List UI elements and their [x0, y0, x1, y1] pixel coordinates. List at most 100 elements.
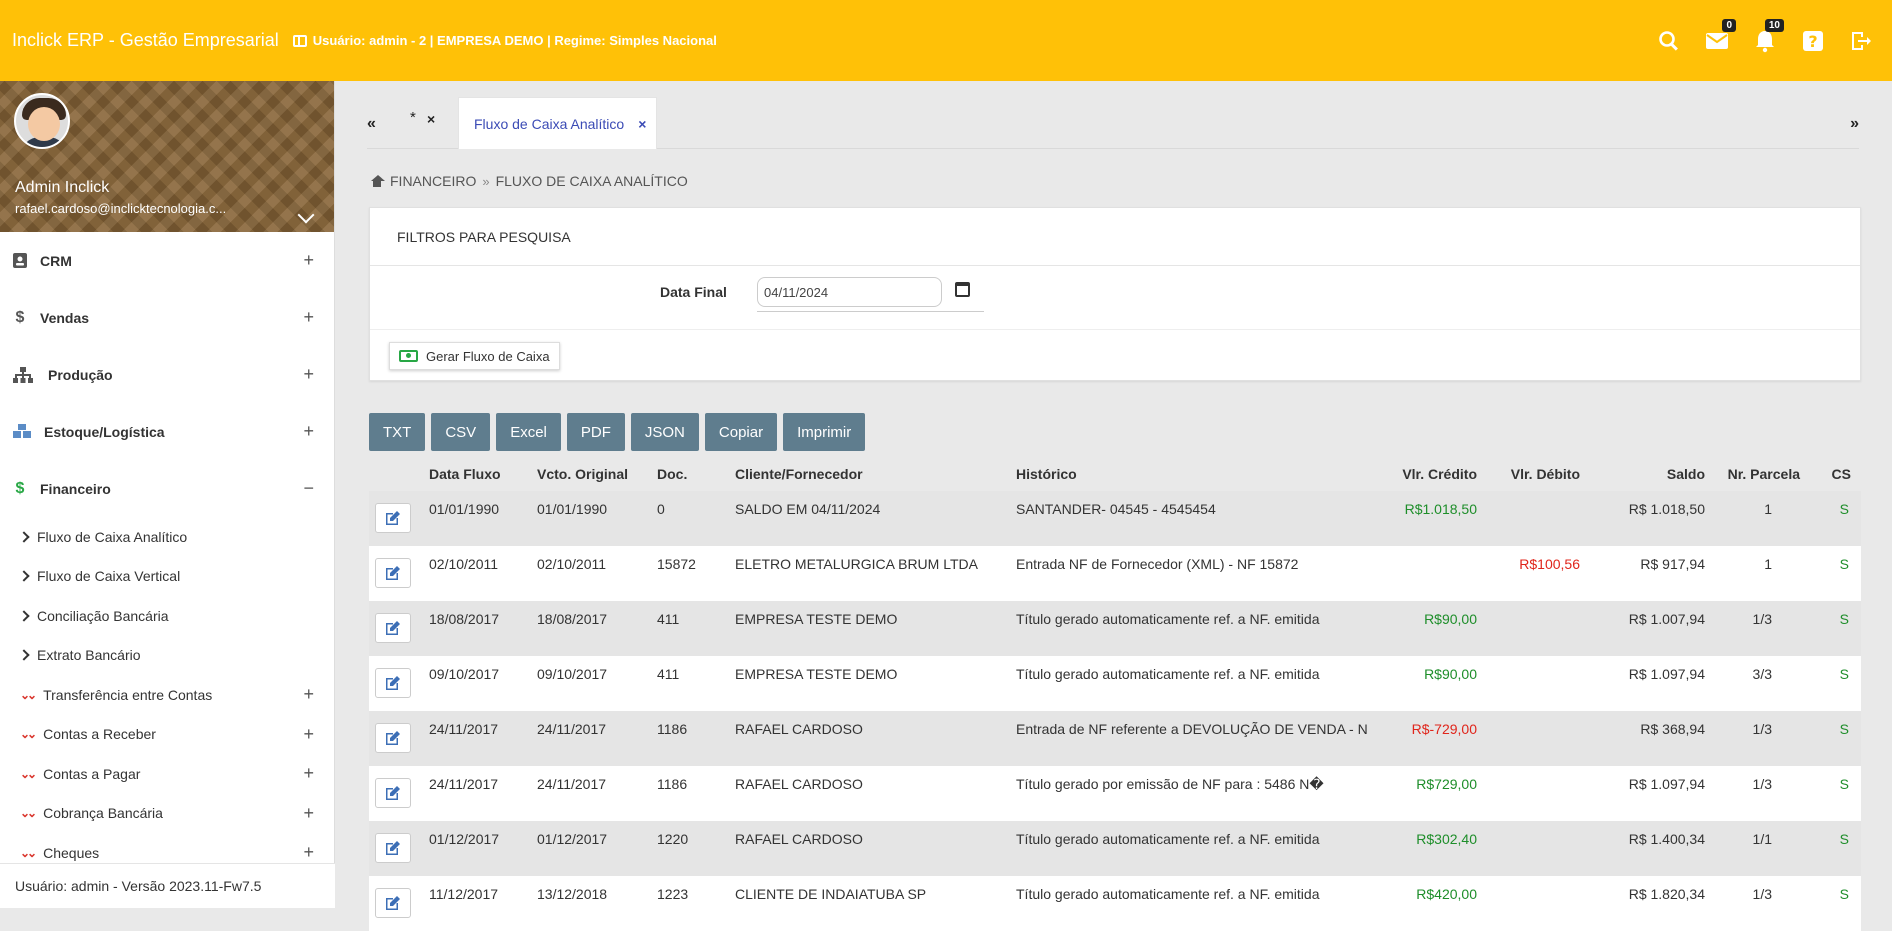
sidebar-item-vendas[interactable]: $ Vendas +	[0, 289, 334, 346]
expand-plus-icon[interactable]: +	[303, 723, 314, 744]
edit-icon	[386, 786, 400, 800]
cell-data-fluxo: 24/11/2017	[429, 721, 499, 737]
sidebar-subitem-fluxo-analitico[interactable]: Fluxo de Caixa Analítico	[0, 517, 334, 557]
col-cliente[interactable]: Cliente/Fornecedor	[735, 466, 863, 482]
sidebar-subitem-cobranca[interactable]: ⌄⌄ Cobrança Bancária +	[0, 794, 334, 834]
logout-icon[interactable]	[1848, 28, 1874, 54]
sidebar-subitem-contas-receber[interactable]: ⌄⌄ Contas a Receber +	[0, 715, 334, 755]
tab-close-button[interactable]: ×	[427, 111, 436, 127]
expand-plus-icon[interactable]: +	[303, 421, 314, 441]
generate-cashflow-button[interactable]: Gerar Fluxo de Caixa	[389, 342, 560, 370]
avatar[interactable]	[14, 93, 70, 149]
sidebar-item-label: Produção	[48, 366, 113, 383]
double-chevron-down-icon: ⌄⌄	[20, 845, 37, 860]
collapse-minus-icon[interactable]: −	[303, 478, 314, 498]
sidebar-item-producao[interactable]: Produção +	[0, 346, 334, 403]
help-icon[interactable]: ?	[1800, 28, 1826, 54]
date-final-input[interactable]	[757, 277, 942, 307]
expand-plus-icon[interactable]: +	[303, 802, 314, 823]
expand-plus-icon[interactable]: +	[303, 763, 314, 784]
print-button[interactable]: Imprimir	[783, 413, 866, 451]
table-row[interactable]: 09/10/2017 09/10/2017 411 EMPRESA TESTE …	[369, 656, 1861, 711]
table-row[interactable]: 02/10/2011 02/10/2011 15872 ELETRO METAL…	[369, 546, 1861, 601]
sidebar-item-estoque[interactable]: Estoque/Logística +	[0, 403, 334, 460]
filter-panel-title: FILTROS PARA PESQUISA	[370, 208, 1860, 266]
breadcrumb-root[interactable]: FINANCEIRO	[390, 173, 477, 189]
expand-plus-icon[interactable]: +	[303, 250, 314, 270]
cell-cliente: CLIENTE DE INDAIATUBA SP	[735, 886, 927, 902]
edit-row-button[interactable]	[375, 833, 411, 863]
cell-saldo: R$ 1.097,94	[1628, 776, 1705, 792]
chevron-right-icon	[18, 570, 30, 582]
cell-saldo: R$ 368,94	[1640, 721, 1705, 737]
col-debito[interactable]: Vlr. Débito	[1510, 466, 1580, 482]
export-csv-button[interactable]: CSV	[431, 413, 491, 451]
edit-row-button[interactable]	[375, 503, 411, 533]
calendar-icon[interactable]	[955, 282, 970, 297]
edit-icon	[386, 841, 400, 855]
home-icon[interactable]	[370, 175, 385, 187]
cell-cliente: SALDO EM 04/11/2024	[735, 501, 881, 517]
breadcrumb-current: FLUXO DE CAIXA ANALÍTICO	[495, 173, 688, 189]
sidebar-subitem-contas-pagar[interactable]: ⌄⌄ Contas a Pagar +	[0, 754, 334, 794]
table-row[interactable]: 18/08/2017 18/08/2017 411 EMPRESA TESTE …	[369, 601, 1861, 656]
sidebar-subitem-conciliacao[interactable]: Conciliação Bancária	[0, 596, 334, 636]
sidebar-item-financeiro[interactable]: $ Financeiro −	[0, 460, 334, 517]
tab-close-button[interactable]: ×	[638, 115, 647, 132]
table-row[interactable]: 24/11/2017 24/11/2017 1186 RAFAEL CARDOS…	[369, 766, 1861, 821]
cell-cliente: EMPRESA TESTE DEMO	[735, 666, 898, 682]
table-row[interactable]: 11/12/2017 13/12/2018 1223 CLIENTE DE IN…	[369, 876, 1861, 931]
edit-row-button[interactable]	[375, 723, 411, 753]
export-excel-button[interactable]: Excel	[496, 413, 561, 451]
edit-row-button[interactable]	[375, 613, 411, 643]
cell-parcela: 1	[1764, 501, 1772, 517]
tab-fluxo-caixa-analitico[interactable]: Fluxo de Caixa Analítico ×	[458, 97, 657, 149]
export-txt-button[interactable]: TXT	[369, 413, 426, 451]
edit-row-button[interactable]	[375, 888, 411, 918]
sidebar-subitem-extrato[interactable]: Extrato Bancário	[0, 636, 334, 676]
col-data-fluxo[interactable]: Data Fluxo	[429, 466, 501, 482]
chevron-down-icon[interactable]	[297, 206, 315, 224]
cell-data-fluxo: 09/10/2017	[429, 666, 500, 682]
notification-bell-icon[interactable]: 10	[1752, 18, 1784, 54]
sidebar-subitem-cheques[interactable]: ⌄⌄ Cheques +	[0, 833, 334, 873]
cell-data-fluxo: 02/10/2011	[429, 556, 499, 572]
tabs-prev-button[interactable]: «	[367, 115, 376, 132]
edit-row-button[interactable]	[375, 558, 411, 588]
expand-plus-icon[interactable]: +	[303, 842, 314, 863]
table-body: 01/01/1990 01/01/1990 0 SALDO EM 04/11/2…	[369, 491, 1861, 931]
sidebar-subitem-fluxo-vertical[interactable]: Fluxo de Caixa Vertical	[0, 557, 334, 597]
search-icon[interactable]	[1656, 28, 1682, 54]
cell-vcto-original: 02/10/2011	[537, 556, 607, 572]
cell-historico: Entrada de NF referente a DEVOLUÇÃO DE V…	[1016, 721, 1368, 737]
table-row[interactable]: 01/12/2017 01/12/2017 1220 RAFAEL CARDOS…	[369, 821, 1861, 876]
table-row[interactable]: 01/01/1990 01/01/1990 0 SALDO EM 04/11/2…	[369, 491, 1861, 546]
edit-row-button[interactable]	[375, 668, 411, 698]
export-json-button[interactable]: JSON	[630, 413, 699, 451]
tab-unsaved-star[interactable]: *	[410, 109, 416, 126]
expand-plus-icon[interactable]: +	[303, 364, 314, 384]
expand-plus-icon[interactable]: +	[303, 307, 314, 327]
copy-button[interactable]: Copiar	[704, 413, 778, 451]
export-pdf-button[interactable]: PDF	[566, 413, 625, 451]
table-row[interactable]: 24/11/2017 24/11/2017 1186 RAFAEL CARDOS…	[369, 711, 1861, 766]
top-header: Inclick ERP - Gestão Empresarial Usuário…	[0, 0, 1892, 81]
tabs-next-button[interactable]: »	[1850, 115, 1859, 132]
edit-icon	[386, 676, 400, 690]
app-brand[interactable]: Inclick ERP - Gestão Empresarial	[12, 30, 279, 50]
sidebar-subitem-transferencia[interactable]: ⌄⌄ Transferência entre Contas +	[0, 675, 334, 715]
mail-icon[interactable]: 0	[1704, 18, 1736, 54]
col-credito[interactable]: Vlr. Crédito	[1402, 466, 1477, 482]
col-vcto-original[interactable]: Vcto. Original	[537, 466, 629, 482]
col-parcela[interactable]: Nr. Parcela	[1727, 466, 1800, 482]
cell-historico: Título gerado automaticamente ref. a NF.…	[1016, 831, 1320, 847]
double-chevron-down-icon: ⌄⌄	[20, 687, 37, 702]
sidebar-subitem-label: Conciliação Bancária	[37, 607, 169, 624]
sidebar-item-crm[interactable]: CRM +	[0, 232, 334, 289]
col-historico[interactable]: Histórico	[1016, 466, 1077, 482]
expand-plus-icon[interactable]: +	[303, 684, 314, 705]
col-doc[interactable]: Doc.	[657, 466, 688, 482]
col-cs[interactable]: CS	[1831, 466, 1851, 482]
edit-row-button[interactable]	[375, 778, 411, 808]
col-saldo[interactable]: Saldo	[1666, 466, 1705, 482]
